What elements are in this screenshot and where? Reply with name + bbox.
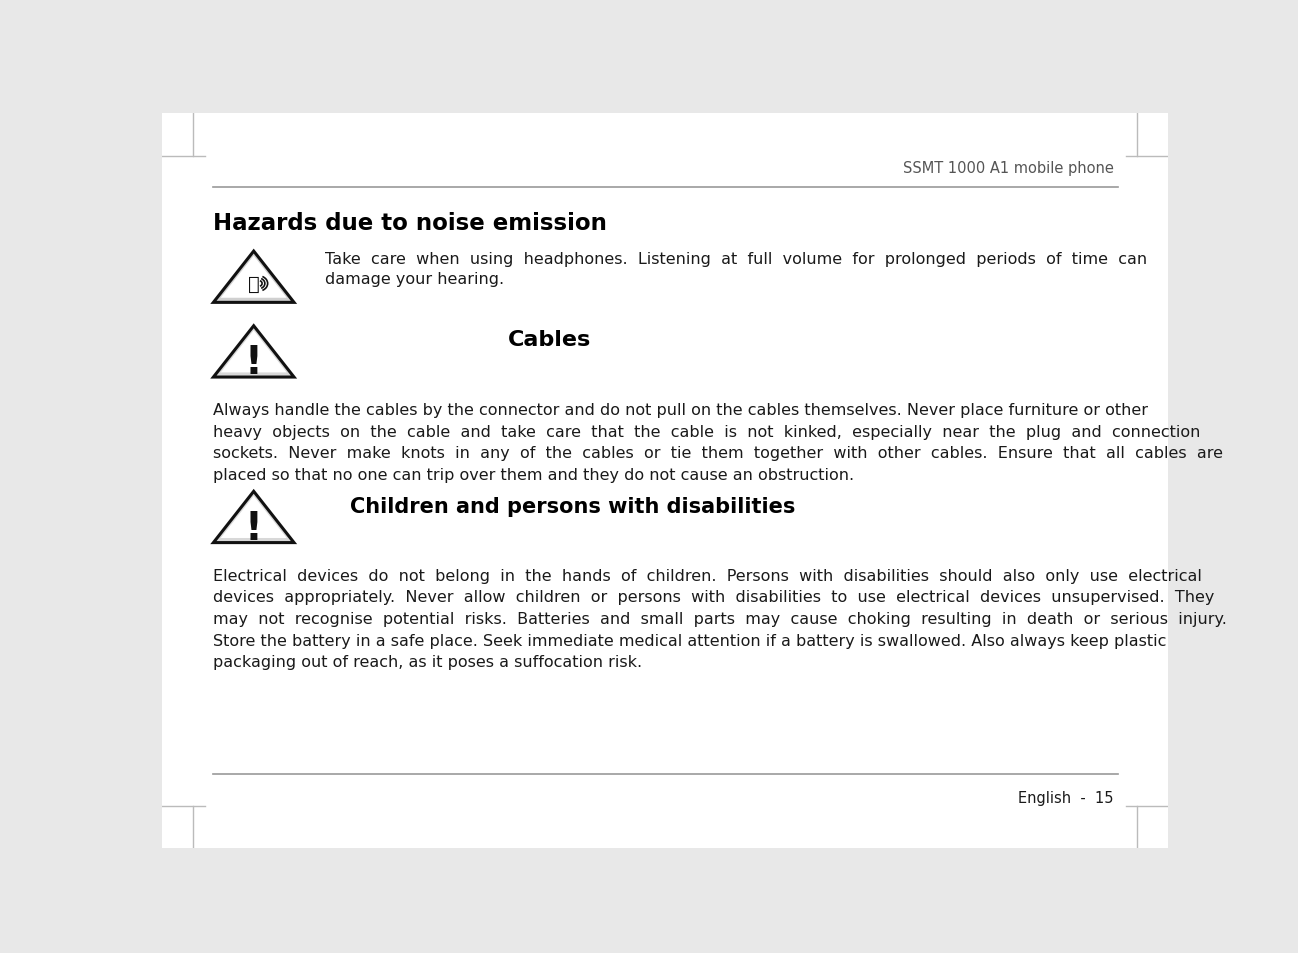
Polygon shape — [213, 492, 295, 543]
Text: SSMT 1000 A1 mobile phone: SSMT 1000 A1 mobile phone — [903, 161, 1114, 176]
Text: Cables: Cables — [508, 330, 592, 350]
Text: English  -  15: English - 15 — [1019, 790, 1114, 804]
Polygon shape — [221, 331, 287, 373]
Text: Children and persons with disabilities: Children and persons with disabilities — [350, 497, 796, 517]
Polygon shape — [213, 327, 295, 377]
Text: Take  care  when  using  headphones.  Listening  at  full  volume  for  prolonge: Take care when using headphones. Listeni… — [324, 252, 1147, 266]
Polygon shape — [221, 256, 287, 298]
Polygon shape — [221, 497, 287, 538]
Text: !: ! — [245, 344, 262, 382]
Text: 👂: 👂 — [248, 274, 260, 294]
Text: Always handle the cables by the connector and do not pull on the cables themselv: Always handle the cables by the connecto… — [213, 403, 1223, 482]
Text: !: ! — [245, 509, 262, 547]
Polygon shape — [213, 252, 295, 303]
Text: Electrical  devices  do  not  belong  in  the  hands  of  children.  Persons  wi: Electrical devices do not belong in the … — [213, 568, 1227, 669]
Text: Hazards due to noise emission: Hazards due to noise emission — [213, 213, 606, 235]
Text: damage your hearing.: damage your hearing. — [324, 272, 504, 287]
